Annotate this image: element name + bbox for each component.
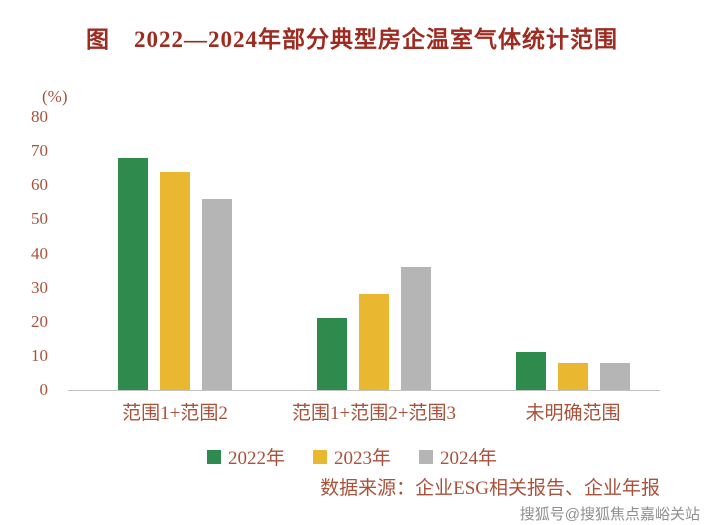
y-tick-label: 70: [31, 141, 48, 161]
bar-series1-cat0: [160, 171, 190, 390]
bar-group-0: [118, 157, 232, 390]
x-axis: 范围1+范围2 范围1+范围2+范围3 未明确范围: [68, 398, 660, 426]
legend-label: 2022年: [227, 448, 285, 469]
chart-title: 图 2022—2024年部分典型房企温室气体统计范围: [86, 27, 618, 52]
legend: 2022年 2023年 2024年: [0, 443, 704, 470]
bar-series0-cat0: [118, 157, 148, 390]
legend-item-2: 2024年: [419, 443, 497, 470]
y-tick-label: 20: [31, 311, 48, 331]
x-category-label-0: 范围1+范围2: [122, 403, 228, 424]
bar-group-1: [317, 267, 431, 390]
legend-swatch-icon: [312, 449, 327, 464]
bar-group-2: [516, 352, 630, 390]
bar-series0-cat1: [317, 318, 347, 390]
plot-area: [68, 117, 660, 391]
bar-series0-cat2: [516, 352, 546, 390]
y-axis: 0 10 20 30 40 50 60 70 80: [0, 107, 58, 399]
y-tick-label: 10: [31, 345, 48, 365]
y-tick-label: 50: [31, 209, 48, 229]
x-category-label-1: 范围1+范围2+范围3: [292, 403, 456, 424]
y-tick-label: 0: [39, 380, 49, 399]
legend-label: 2023年: [333, 448, 391, 469]
x-category-label-2: 未明确范围: [525, 403, 621, 424]
y-tick-label: 40: [31, 243, 48, 263]
watermark: 搜狐号@搜狐焦点嘉峪关站: [519, 506, 700, 523]
bar-series2-cat1: [401, 267, 431, 390]
bar-series1-cat2: [558, 362, 588, 390]
y-tick-label: 60: [31, 175, 48, 195]
bar-series2-cat0: [202, 198, 232, 390]
y-tick-label: 80: [31, 107, 48, 126]
legend-label: 2024年: [440, 448, 498, 469]
bar-series2-cat2: [600, 362, 630, 390]
bar-series1-cat1: [359, 294, 389, 390]
legend-item-1: 2023年: [312, 443, 391, 470]
y-axis-unit-label: (%): [42, 87, 68, 106]
legend-swatch-icon: [419, 449, 433, 464]
legend-item-0: 2022年: [206, 443, 285, 470]
source-note: 数据来源：企业ESG相关报告、企业年报: [320, 478, 660, 499]
legend-swatch-icon: [206, 449, 221, 464]
y-tick-label: 30: [31, 277, 48, 297]
